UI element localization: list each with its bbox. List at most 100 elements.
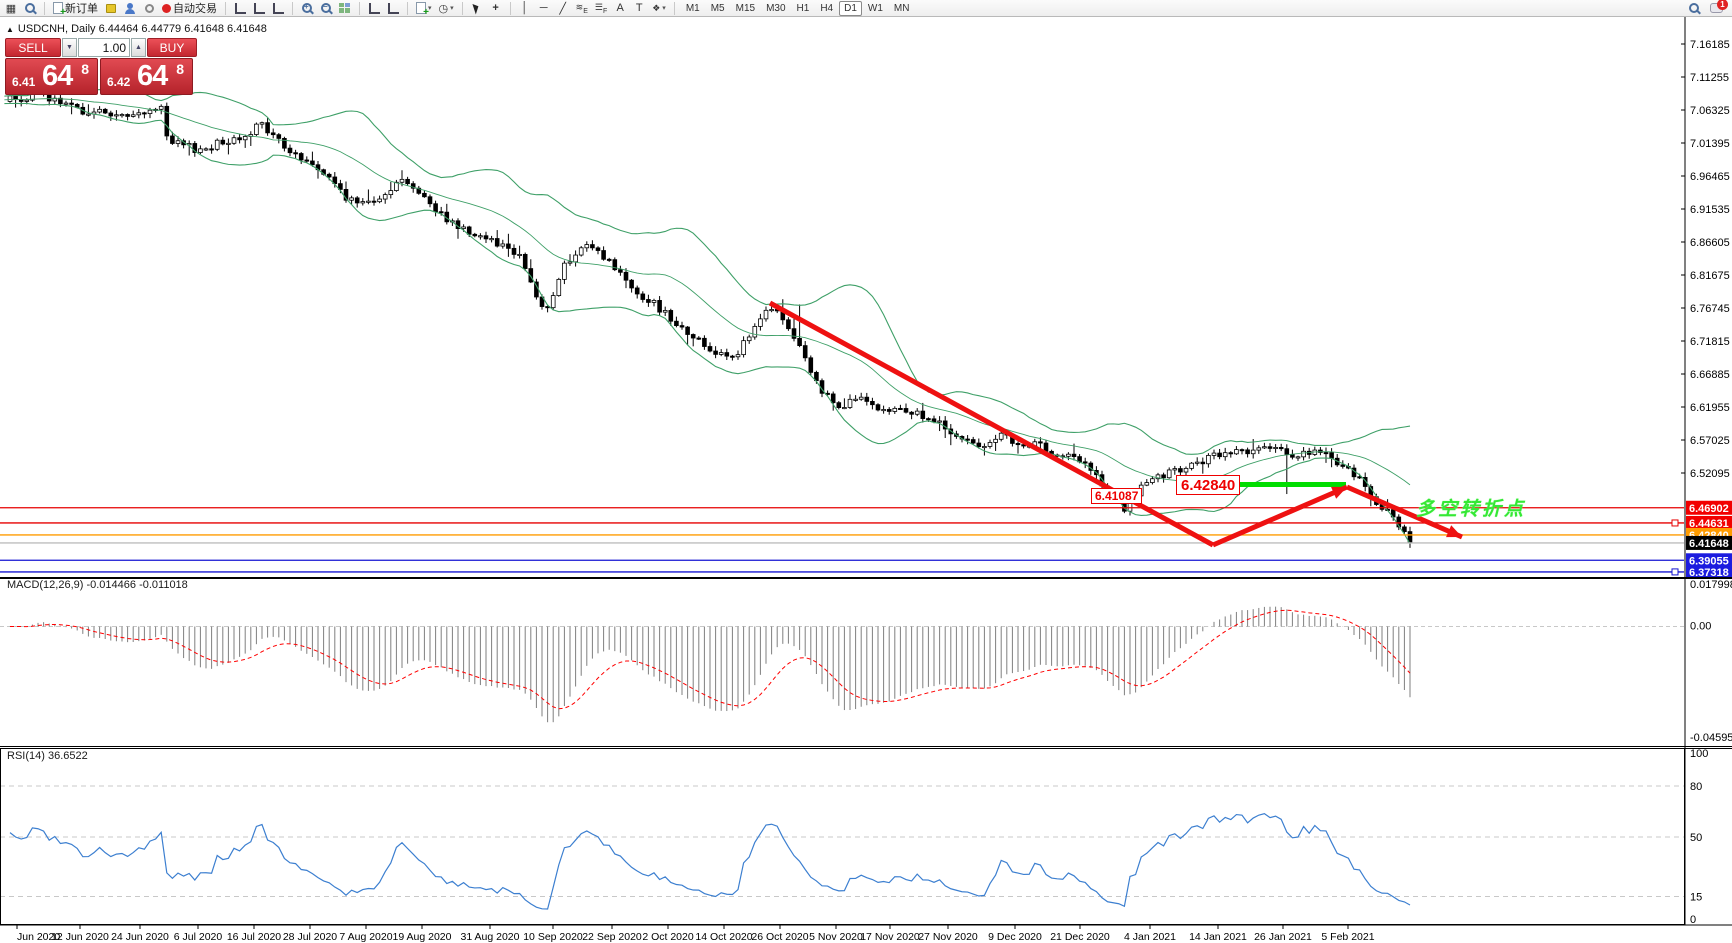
auto-scroll-icon[interactable] (251, 1, 267, 16)
price-tag (1686, 553, 1732, 568)
toolbar-separator (359, 1, 360, 15)
styler-icon[interactable] (103, 1, 119, 16)
signal-icon[interactable] (141, 1, 157, 16)
rsi-scale-label: 80 (1690, 781, 1702, 793)
chart-canvas[interactable]: 7.16185 7.11255 7.06325 7.01395 6.96465 6.915… (0, 17, 1732, 943)
new-order-button[interactable]: 新订单 (51, 1, 100, 18)
scale-fix-icon[interactable] (270, 1, 286, 16)
timeframe-button-m1[interactable]: M1 (685, 2, 700, 14)
support-level-bar[interactable] (1228, 482, 1346, 487)
candlestick-series (7, 85, 1413, 548)
vertical-line-icon[interactable]: │ (521, 2, 529, 14)
timeframe-button-m30[interactable]: M30 (766, 2, 786, 14)
horizontal-line-icon[interactable]: ─ (539, 2, 548, 14)
bar-chart-icon[interactable] (366, 1, 382, 16)
toolbar-separator (44, 1, 45, 15)
notification-icon[interactable]: 1 (1708, 0, 1728, 16)
timeframe-button-d1[interactable]: D1 (839, 0, 862, 16)
timeframe-button-m15[interactable]: M15 (735, 2, 756, 14)
price-tag-text: 6.44631 (1689, 518, 1729, 530)
add-indicator-icon (416, 2, 429, 18)
preview-icon[interactable] (22, 1, 38, 16)
volume-input[interactable] (78, 38, 130, 57)
toolbar-separator (673, 1, 675, 15)
level-line-handle[interactable] (1671, 519, 1679, 527)
sell-price-small: 6.41 (12, 75, 36, 89)
timeframe-button-h4[interactable]: H4 (820, 2, 834, 14)
buy-button[interactable]: BUY (147, 38, 197, 57)
sell-price-sup: 8 (81, 61, 89, 77)
date-label: 26 Oct 2020 (751, 931, 808, 943)
autotrade-button[interactable]: 自动交易 (160, 1, 219, 16)
period-clock-button[interactable]: ◷ ▾ (438, 2, 454, 15)
text-icon[interactable]: A (616, 2, 624, 14)
date-label: 26 Jan 2021 (1254, 931, 1312, 943)
cursor-icon[interactable] (469, 1, 485, 16)
channel-icon[interactable]: ☰F (594, 1, 608, 15)
horizontal-level-lines: 6.469026.446316.428406.416486.390556.373… (0, 500, 1732, 579)
level-line-handle[interactable] (1671, 568, 1679, 576)
date-label: 16 Jul 2020 (227, 931, 281, 943)
fibonacci-icon[interactable]: ≋E (575, 1, 588, 15)
trend-line[interactable] (768, 300, 1215, 548)
zoom-in-icon[interactable]: + (299, 1, 315, 16)
candle-chart-icon[interactable] (385, 1, 401, 16)
buy-price-sup: 8 (176, 61, 184, 77)
buy-price-box[interactable]: 6.42 64 8 (100, 58, 193, 95)
price-tag-text: 6.39055 (1689, 555, 1729, 567)
symbol-collapse-icon[interactable]: ▲ (6, 24, 14, 34)
date-label: 10 Sep 2020 (523, 931, 583, 943)
timeframe-button-h1[interactable]: H1 (796, 2, 810, 14)
timeframe-bar: M1 M5 M15 M30 H1 H4 D1 W1 MN (681, 0, 915, 16)
arrows-icon[interactable]: ❖ ▾ (652, 2, 666, 13)
price-tick-label: 6.96465 (1690, 171, 1730, 183)
macd-indicator (0, 606, 1685, 723)
label-icon[interactable]: T (635, 2, 643, 14)
trend-line[interactable] (1212, 484, 1348, 548)
rsi-line (9, 813, 1411, 910)
annotation-note-text[interactable]: 多空转折点 (1416, 499, 1527, 520)
annotation-low-price-label[interactable]: 6.41087 (1091, 488, 1143, 504)
tile-windows-icon[interactable] (337, 1, 353, 16)
sell-price-big: 64 (42, 60, 73, 92)
zoom-out-icon[interactable]: − (318, 1, 334, 16)
price-tick-label: 6.76745 (1690, 303, 1730, 315)
bollinger-bands (4, 88, 1411, 544)
add-indicator-button[interactable]: ▾ (414, 1, 434, 18)
trend-arrows[interactable] (768, 300, 1463, 548)
toolbar-separator (292, 1, 293, 15)
trend-arrowhead (1331, 486, 1347, 499)
trendline-icon[interactable]: ╱ (559, 2, 566, 15)
date-label: 7 Aug 2020 (339, 931, 392, 943)
date-label: Jun 2020 (17, 931, 60, 943)
profile-icon[interactable] (122, 1, 138, 16)
macd-scale-label: 0.017998 (1690, 579, 1732, 591)
date-label: 31 Aug 2020 (461, 931, 520, 943)
window-icon[interactable]: ▦ (5, 2, 17, 15)
trend-line[interactable] (1346, 484, 1463, 540)
date-label: 17 Nov 2020 (860, 931, 920, 943)
search-icon[interactable] (1686, 1, 1702, 16)
symbol-header: ▲ USDCNH, Daily 6.44464 6.44779 6.41648 … (6, 23, 267, 35)
timeframe-button-w1[interactable]: W1 (867, 2, 883, 14)
date-label: 14 Jan 2021 (1189, 931, 1247, 943)
price-tag-text: 6.46902 (1689, 503, 1729, 515)
macd-axis-labels: 0.017998 0.00 -0.045957 (1690, 579, 1732, 744)
price-tag (1686, 535, 1732, 550)
annotation-level-price-label[interactable]: 6.42840 (1176, 475, 1241, 495)
rsi-scale-label: 100 (1690, 748, 1708, 760)
toolbar-separator (461, 1, 463, 15)
timeframe-button-m5[interactable]: M5 (710, 2, 725, 14)
price-tick-label: 6.81675 (1690, 270, 1730, 282)
chart-window: 7.16185 7.11255 7.06325 7.01395 6.96465 6.915… (0, 17, 1732, 943)
crosshair-icon[interactable]: + (492, 2, 499, 14)
volume-decrease-button[interactable]: ▼ (62, 38, 77, 57)
date-label: 2 Oct 2020 (642, 931, 694, 943)
volume-increase-button[interactable]: ▲ (131, 38, 146, 57)
timeframe-button-mn[interactable]: MN (893, 2, 910, 14)
rsi-scale-label: 0 (1690, 914, 1696, 926)
sell-button[interactable]: SELL (5, 38, 61, 57)
chart-shift-icon[interactable] (232, 1, 248, 16)
sell-price-box[interactable]: 6.41 64 8 (5, 58, 98, 95)
